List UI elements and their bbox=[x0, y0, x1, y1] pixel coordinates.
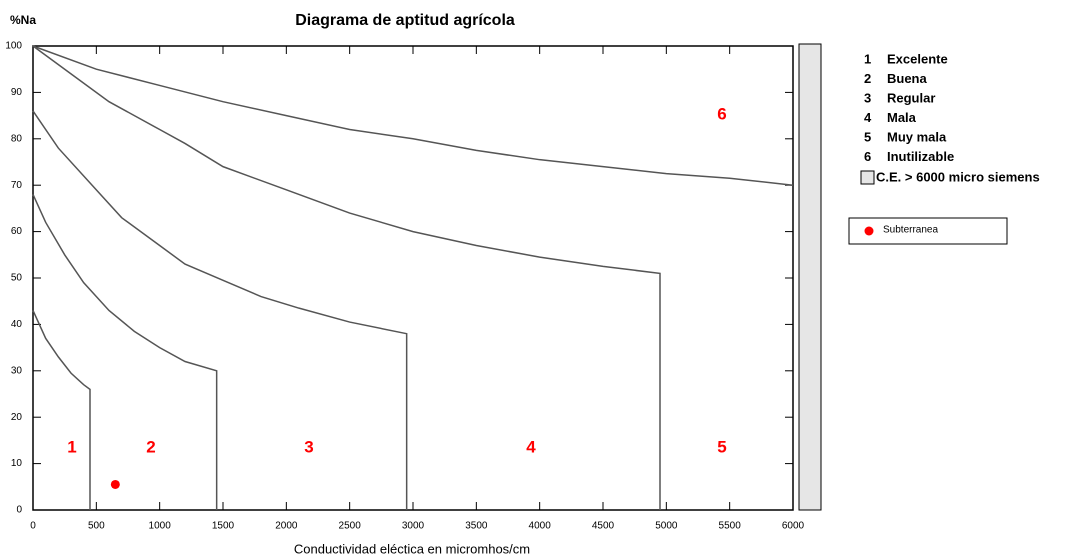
y-tick-label: 40 bbox=[11, 319, 23, 330]
y-tick-label: 90 bbox=[11, 87, 23, 98]
legend-key: 5 bbox=[864, 129, 871, 144]
boundary-curve bbox=[32, 310, 91, 510]
legend-text: Mala bbox=[887, 110, 917, 125]
legend-text: Regular bbox=[887, 90, 935, 105]
legend-key: 3 bbox=[864, 90, 871, 105]
legend-text: Buena bbox=[887, 71, 928, 86]
legend-marker bbox=[864, 226, 874, 236]
boundary-curve bbox=[32, 45, 661, 510]
y-tick-label: 60 bbox=[11, 226, 23, 237]
boundary-curve bbox=[32, 194, 218, 510]
x-tick-label: 3000 bbox=[402, 521, 425, 532]
legend-key: 1 bbox=[864, 51, 871, 66]
boundary-curve bbox=[32, 45, 794, 186]
region-label: 1 bbox=[67, 437, 76, 456]
region-label: 5 bbox=[717, 437, 726, 456]
x-tick-label: 5500 bbox=[719, 521, 742, 532]
y-tick-label: 70 bbox=[11, 180, 23, 191]
boundary-curve bbox=[32, 110, 408, 510]
x-tick-label: 1500 bbox=[212, 521, 235, 532]
x-tick-label: 2500 bbox=[339, 521, 362, 532]
y-tick-label: 100 bbox=[5, 41, 22, 52]
x-tick-label: 500 bbox=[88, 521, 105, 532]
x-tick-label: 1000 bbox=[149, 521, 172, 532]
legend-key: 2 bbox=[864, 71, 871, 86]
x-tick-label: 4000 bbox=[529, 521, 552, 532]
y-tick-label: 30 bbox=[11, 365, 23, 376]
data-point bbox=[110, 479, 120, 489]
x-tick-label: 6000 bbox=[782, 521, 805, 532]
series-legend-box bbox=[848, 217, 1008, 245]
x-axis-label: Conductividad eléctica en micromhos/cm bbox=[294, 541, 530, 556]
y-axis-label: %Na bbox=[10, 13, 36, 27]
region-label: 3 bbox=[304, 437, 313, 456]
legend-key: 6 bbox=[864, 149, 871, 164]
x-tick-label: 3500 bbox=[465, 521, 488, 532]
box-legend-label: C.E. > 6000 micro siemens bbox=[876, 169, 1040, 184]
ce-bar bbox=[798, 43, 822, 511]
legend-text: Muy mala bbox=[887, 129, 947, 144]
y-tick-label: 0 bbox=[16, 505, 22, 516]
x-tick-label: 4500 bbox=[592, 521, 615, 532]
region-label: 4 bbox=[526, 437, 536, 456]
legend-label: Subterranea bbox=[883, 225, 938, 236]
x-tick-label: 0 bbox=[30, 521, 36, 532]
x-tick-label: 2000 bbox=[275, 521, 298, 532]
region-label: 6 bbox=[717, 104, 726, 123]
y-tick-label: 50 bbox=[11, 273, 23, 284]
y-tick-label: 80 bbox=[11, 133, 23, 144]
y-tick-label: 20 bbox=[11, 412, 23, 423]
y-tick-label: 10 bbox=[11, 458, 23, 469]
region-label: 2 bbox=[146, 437, 155, 456]
box-legend-swatch bbox=[860, 170, 875, 185]
x-tick-label: 5000 bbox=[655, 521, 678, 532]
legend-key: 4 bbox=[864, 110, 872, 125]
legend-text: Inutilizable bbox=[887, 149, 954, 164]
chart-title: Diagrama de aptitud agrícola bbox=[295, 12, 515, 29]
legend-text: Excelente bbox=[887, 51, 948, 66]
